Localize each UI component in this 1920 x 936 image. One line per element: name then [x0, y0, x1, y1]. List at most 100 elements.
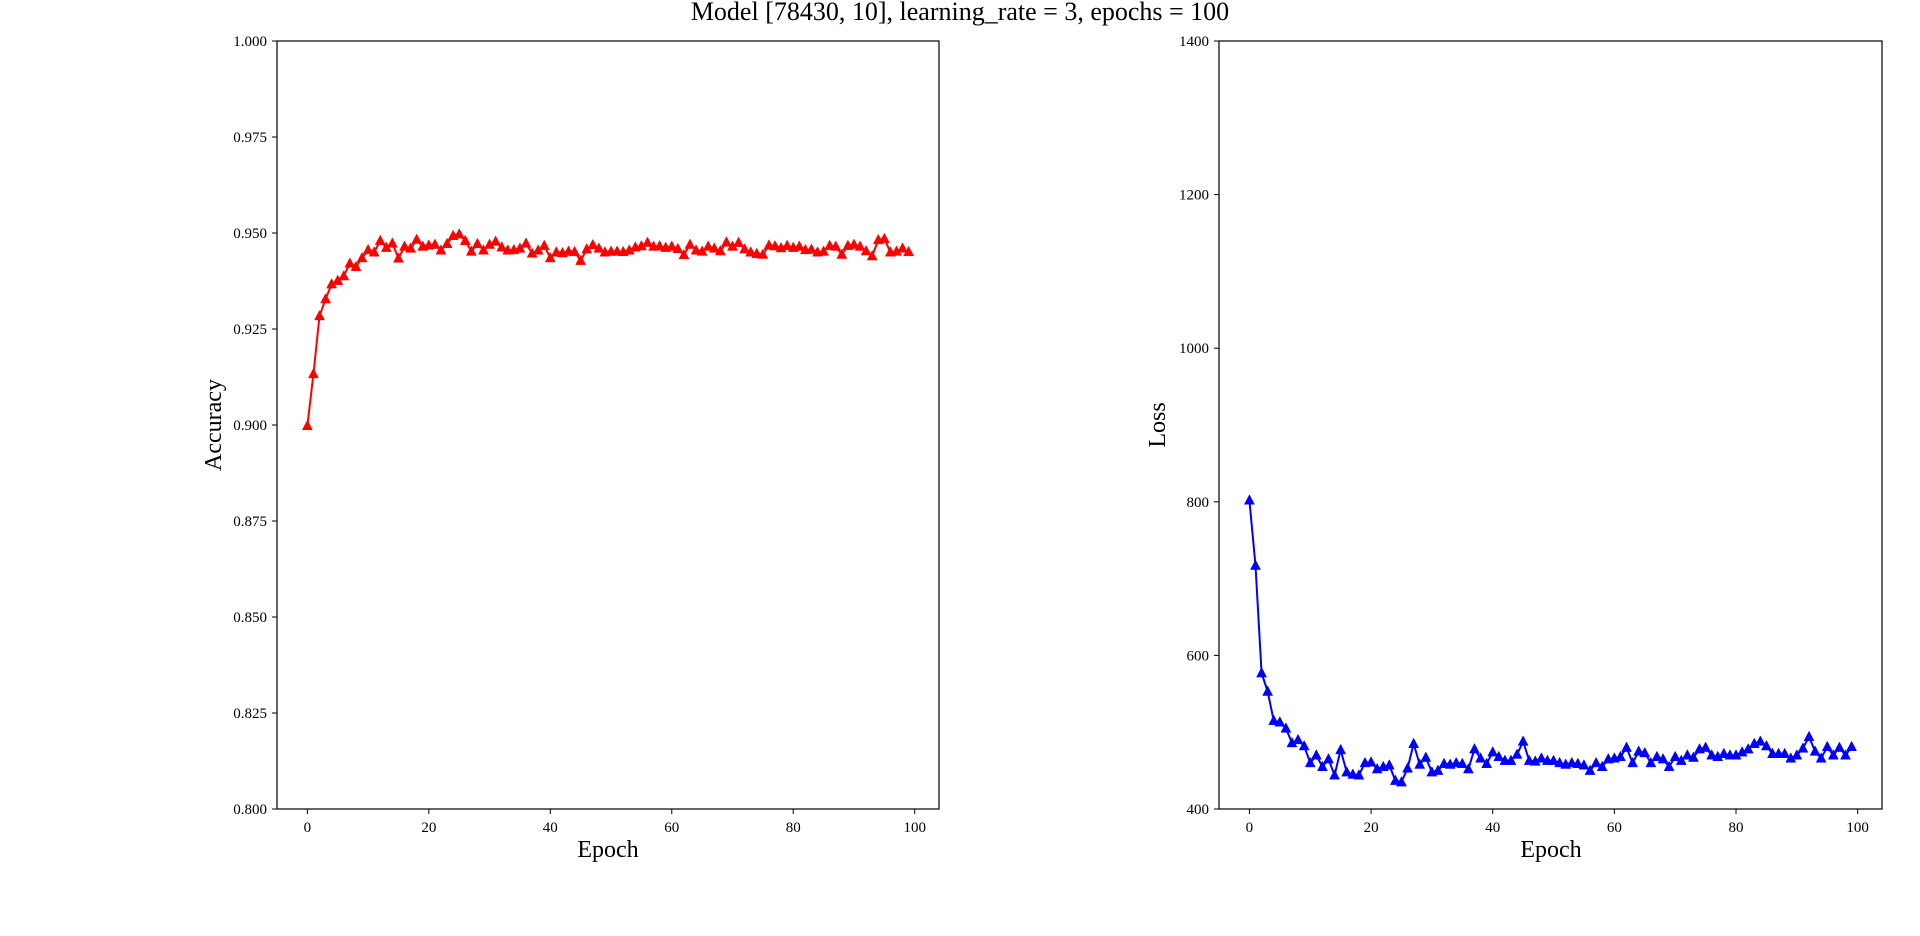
- loss-data-point: [1669, 750, 1681, 762]
- accuracy-data-point: [386, 237, 398, 248]
- loss-data-point: [1341, 766, 1353, 777]
- loss-marks: [1243, 494, 1858, 787]
- loss-plot-frame: [1218, 40, 1883, 810]
- loss-data-point: [1834, 741, 1845, 752]
- accuracy-data-point: [472, 237, 483, 248]
- accuracy-data-point: [836, 248, 848, 259]
- loss-data-point: [1688, 751, 1699, 762]
- accuracy-data-point: [356, 251, 368, 263]
- accuracy-data-point: [308, 367, 319, 379]
- loss-data-point: [1335, 743, 1347, 755]
- loss-data-point: [1627, 756, 1639, 768]
- loss-data-point: [1718, 747, 1730, 758]
- accuracy-data-point: [806, 243, 817, 254]
- accuracy-data-point: [320, 293, 332, 304]
- accuracy-data-point: [453, 228, 465, 239]
- accuracy-data-point: [745, 246, 757, 257]
- loss-x-axis-label: Epoch: [1520, 837, 1581, 863]
- loss-data-point: [1815, 752, 1827, 763]
- loss-data-point: [1590, 756, 1602, 768]
- accuracy-data-point: [642, 236, 653, 247]
- loss-data-point: [1323, 753, 1334, 764]
- accuracy-x-tick-label: 80: [786, 820, 801, 836]
- loss-y-tick-label: 800: [1187, 495, 1210, 511]
- accuracy-data-point: [897, 242, 908, 253]
- accuracy-data-point: [393, 252, 404, 263]
- accuracy-y-tick-label: 0.825: [233, 706, 267, 722]
- loss-data-point: [1250, 559, 1261, 570]
- loss-data-point: [1779, 747, 1791, 758]
- accuracy-data-point: [739, 243, 751, 254]
- accuracy-x-tick-label: 40: [543, 820, 558, 836]
- loss-data-point: [1578, 759, 1590, 770]
- accuracy-data-point: [903, 245, 915, 257]
- loss-data-point: [1402, 762, 1413, 773]
- loss-data-point: [1456, 757, 1468, 768]
- accuracy-data-point: [411, 233, 423, 244]
- accuracy-data-point: [757, 248, 769, 259]
- accuracy-chart: 0 20 40 60 80 100 0.8000.8250.8500.8750.9000.…: [201, 34, 940, 863]
- loss-x-tick-label: 0: [1246, 820, 1254, 836]
- loss-y-tick-label: 400: [1187, 802, 1210, 818]
- loss-data-point: [1554, 756, 1566, 768]
- accuracy-data-point: [338, 269, 350, 281]
- loss-data-point: [1329, 769, 1340, 780]
- loss-data-point: [1505, 754, 1517, 765]
- accuracy-data-point: [830, 240, 842, 251]
- accuracy-y-tick-label: 1.000: [233, 34, 267, 50]
- loss-data-point: [1663, 760, 1675, 772]
- accuracy-data-point: [405, 242, 417, 253]
- accuracy-data-point: [593, 242, 605, 253]
- loss-data-point: [1274, 716, 1286, 727]
- accuracy-y-axis: 0.800 0.825 0.850 0.875 0.900 0.925 0.950 0.975…: [233, 34, 277, 818]
- accuracy-y-tick-label: 0.875: [233, 514, 267, 530]
- accuracy-y-tick-label: 0.900: [233, 418, 267, 434]
- accuracy-data-point: [490, 235, 502, 246]
- loss-data-point: [1706, 749, 1718, 760]
- loss-data-point: [1742, 743, 1754, 754]
- loss-y-tick-label: 1200: [1179, 188, 1209, 204]
- accuracy-data-point: [769, 240, 781, 251]
- loss-x-tick-label: 20: [1364, 820, 1379, 836]
- loss-data-point: [1803, 730, 1815, 742]
- loss-data-point: [1548, 754, 1559, 765]
- accuracy-data-point: [793, 240, 805, 251]
- loss-data-point: [1840, 749, 1851, 760]
- accuracy-data-point: [459, 234, 471, 245]
- loss-data-point: [1584, 764, 1596, 775]
- accuracy-data-point: [478, 244, 489, 255]
- figure-title: Model [78430, 10], learning_rate = 3, ep…: [691, 0, 1229, 26]
- accuracy-data-point: [848, 238, 860, 249]
- accuracy-data-point: [374, 234, 386, 245]
- loss-data-point: [1481, 757, 1493, 768]
- loss-data-point: [1493, 750, 1505, 762]
- loss-y-tick-label: 1000: [1179, 341, 1209, 357]
- loss-data-point: [1310, 749, 1322, 760]
- accuracy-y-tick-label: 0.975: [233, 130, 267, 146]
- loss-x-axis: 0 20 40 60 80 100: [1246, 809, 1869, 836]
- loss-x-tick-label: 80: [1729, 820, 1744, 836]
- loss-data-point: [1383, 759, 1395, 770]
- loss-data-point: [1280, 722, 1292, 733]
- loss-data-point: [1651, 750, 1663, 762]
- accuracy-y-tick-label: 0.950: [233, 226, 267, 242]
- accuracy-data-point: [344, 257, 356, 268]
- loss-data-point: [1432, 764, 1444, 775]
- accuracy-data-point: [672, 242, 684, 253]
- accuracy-data-point: [569, 245, 581, 257]
- accuracy-y-tick-label: 0.850: [233, 610, 267, 626]
- loss-x-tick-label: 60: [1607, 820, 1622, 836]
- loss-data-point: [1700, 741, 1712, 752]
- accuracy-data-point: [714, 245, 726, 256]
- loss-data-point: [1535, 752, 1547, 763]
- loss-y-tick-label: 600: [1187, 648, 1210, 664]
- accuracy-data-point: [878, 232, 890, 244]
- accuracy-data-point: [860, 245, 872, 256]
- loss-data-point: [1657, 753, 1669, 764]
- loss-data-point: [1809, 745, 1821, 756]
- loss-data-point: [1821, 740, 1833, 752]
- accuracy-data-point: [721, 236, 732, 247]
- loss-x-tick-label: 40: [1485, 820, 1500, 836]
- loss-data-point: [1797, 742, 1809, 753]
